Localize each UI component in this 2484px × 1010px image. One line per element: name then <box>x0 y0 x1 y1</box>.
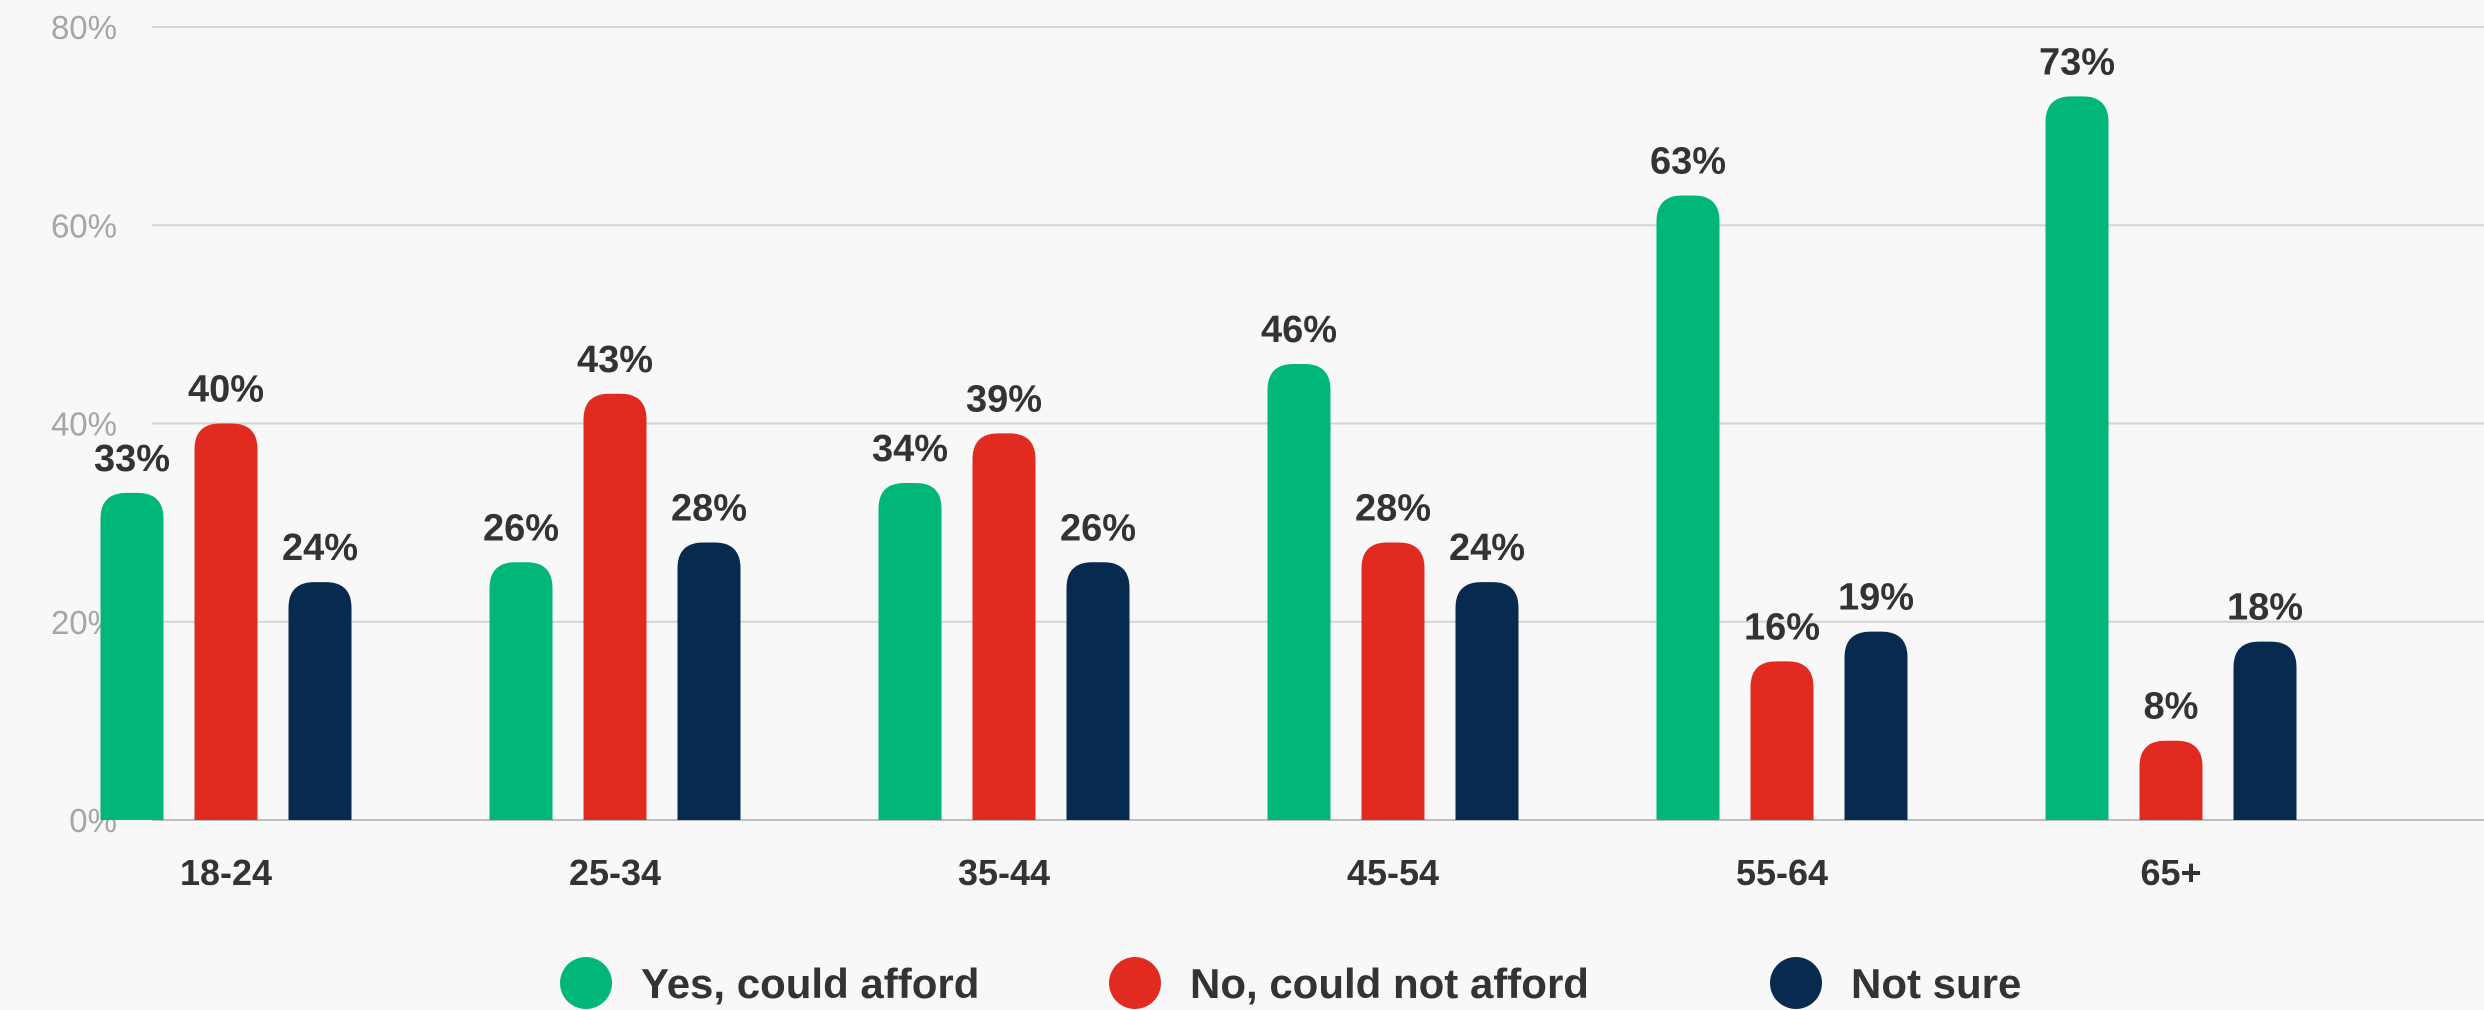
legend: Yes, could afford No, could not afford Not… <box>560 957 2021 1009</box>
x-tick-label: 45-54 <box>1347 852 1439 893</box>
x-axis-ticks: 18-24 25-34 35-44 45-54 55-64 65+ <box>180 852 2202 893</box>
data-label: 26% <box>1060 507 1136 549</box>
data-label: 19% <box>1838 577 1914 619</box>
legend-label: No, could not afford <box>1190 960 1589 1007</box>
data-label: 34% <box>872 428 948 470</box>
bar-55-64-not-sure <box>1844 631 1908 820</box>
x-tick-label: 65+ <box>2140 852 2201 893</box>
data-label: 46% <box>1261 309 1337 351</box>
bar-45-54-not-sure <box>1455 582 1519 820</box>
data-label: 33% <box>94 438 170 480</box>
value-labels: 33% 40% 24% 26% 43% 28% 34% 39% 26% 46% 28% 24% 63% 1… <box>94 41 2303 727</box>
bar-25-34-yes-could-afford <box>489 562 553 820</box>
bar-65+-no-could-not-afford <box>2139 740 2203 820</box>
x-tick-label: 18-24 <box>180 852 272 893</box>
bar-55-64-yes-could-afford <box>1656 195 1720 820</box>
data-label: 24% <box>1449 527 1525 569</box>
data-label: 24% <box>282 527 358 569</box>
legend-item-no-could-not-afford: No, could not afford <box>1109 957 1589 1009</box>
bar-45-54-no-could-not-afford <box>1361 542 1425 820</box>
bars <box>100 96 2297 820</box>
data-label: 40% <box>188 369 264 411</box>
bar-65+-not-sure <box>2233 641 2297 820</box>
bar-35-44-no-could-not-afford <box>972 433 1036 820</box>
data-label: 43% <box>577 339 653 381</box>
bar-18-24-yes-could-afford <box>100 492 164 820</box>
data-label: 73% <box>2039 41 2115 83</box>
legend-label: Not sure <box>1851 960 2021 1007</box>
y-tick-label: 80% <box>51 9 117 46</box>
legend-swatch <box>560 957 612 1009</box>
legend-label: Yes, could afford <box>641 960 979 1007</box>
bar-65+-yes-could-afford <box>2045 96 2109 820</box>
bar-18-24-not-sure <box>288 582 352 820</box>
y-tick-label: 60% <box>51 207 117 244</box>
legend-item-yes-could-afford: Yes, could afford <box>560 957 979 1009</box>
data-label: 26% <box>483 507 559 549</box>
x-tick-label: 25-34 <box>569 852 661 893</box>
data-label: 16% <box>1744 606 1820 648</box>
bar-25-34-no-could-not-afford <box>583 393 647 820</box>
x-tick-label: 35-44 <box>958 852 1050 893</box>
legend-swatch <box>1109 957 1161 1009</box>
data-label: 63% <box>1650 141 1726 183</box>
bar-45-54-yes-could-afford <box>1267 364 1331 820</box>
data-label: 39% <box>966 378 1042 420</box>
data-label: 18% <box>2227 587 2303 629</box>
bar-18-24-no-could-not-afford <box>194 423 258 820</box>
data-label: 28% <box>1355 487 1431 529</box>
data-label: 8% <box>2144 686 2199 728</box>
bar-35-44-not-sure <box>1066 562 1130 820</box>
data-label: 28% <box>671 487 747 529</box>
bar-35-44-yes-could-afford <box>878 482 942 820</box>
legend-swatch <box>1770 957 1822 1009</box>
bar-25-34-not-sure <box>677 542 741 820</box>
bar-55-64-no-could-not-afford <box>1750 661 1814 820</box>
y-tick-label: 40% <box>51 406 117 443</box>
legend-item-not-sure: Not sure <box>1770 957 2021 1009</box>
x-tick-label: 55-64 <box>1736 852 1828 893</box>
